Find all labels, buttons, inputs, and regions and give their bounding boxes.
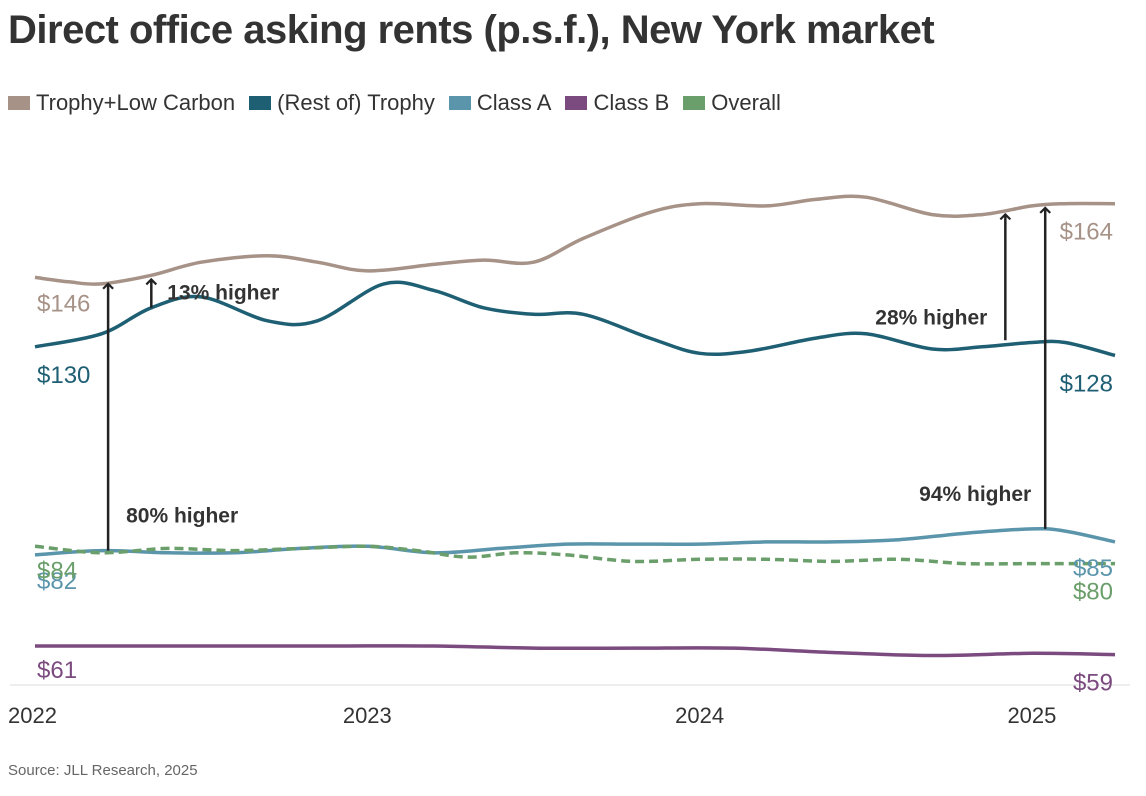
legend-swatch-rest-of-trophy <box>249 96 272 110</box>
start-value-label-overall: $84 <box>37 557 77 584</box>
start-value-label-trophy-low-carbon: $146 <box>37 290 90 317</box>
legend-item-class-a: Class A <box>448 90 552 116</box>
start-value-label-class-b: $61 <box>37 657 77 684</box>
end-value-label-class-b: $59 <box>1073 670 1113 697</box>
x-tick-label: 2023 <box>343 703 392 728</box>
legend-swatch-trophy-low-carbon <box>8 96 30 110</box>
legend-item-class-b: Class B <box>565 90 669 116</box>
legend: Trophy+Low Carbon (Rest of) Trophy Class… <box>8 90 781 116</box>
series-line-rest-of-trophy <box>34 280 1116 358</box>
x-tick-label: 2022 <box>8 703 57 728</box>
legend-swatch-class-b <box>565 96 588 110</box>
legend-swatch-overall <box>683 96 706 110</box>
x-tick-label: 2024 <box>675 703 724 728</box>
annotation-label: 13% higher <box>167 281 279 304</box>
end-value-label-rest-of-trophy: $128 <box>1060 370 1113 397</box>
x-tick-label: 2025 <box>1007 703 1056 728</box>
legend-item-overall: Overall <box>683 90 781 116</box>
end-value-label-trophy-low-carbon: $164 <box>1060 219 1113 246</box>
source-note: Source: JLL Research, 2025 <box>8 762 198 779</box>
series-line-overall <box>34 544 1115 566</box>
legend-label-trophy-low-carbon: Trophy+Low Carbon <box>36 90 236 115</box>
legend-label-class-a: Class A <box>476 90 552 115</box>
chart-title: Direct office asking rents (p.s.f.), New… <box>8 8 935 52</box>
annotation-label: 94% higher <box>919 483 1031 506</box>
annotation-label: 28% higher <box>875 306 987 329</box>
end-value-label-overall: $80 <box>1073 579 1113 606</box>
start-value-label-rest-of-trophy: $130 <box>37 362 90 389</box>
end-value-label-class-a: $85 <box>1073 555 1113 582</box>
start-value-label-class-a: $82 <box>37 568 77 595</box>
series-line-class-a <box>34 527 1116 557</box>
legend-label-class-b: Class B <box>593 90 670 115</box>
annotation-label: 80% higher <box>126 505 238 528</box>
legend-label-overall: Overall <box>711 90 781 115</box>
legend-item-rest-of-trophy: (Rest of) Trophy <box>249 90 435 116</box>
series-line-trophy-low-carbon <box>34 194 1116 286</box>
legend-item-trophy-low-carbon: Trophy+Low Carbon <box>8 90 235 116</box>
series-line-class-b <box>35 644 1116 658</box>
legend-label-rest-of-trophy: (Rest of) Trophy <box>277 90 435 115</box>
legend-swatch-class-a <box>448 96 471 110</box>
